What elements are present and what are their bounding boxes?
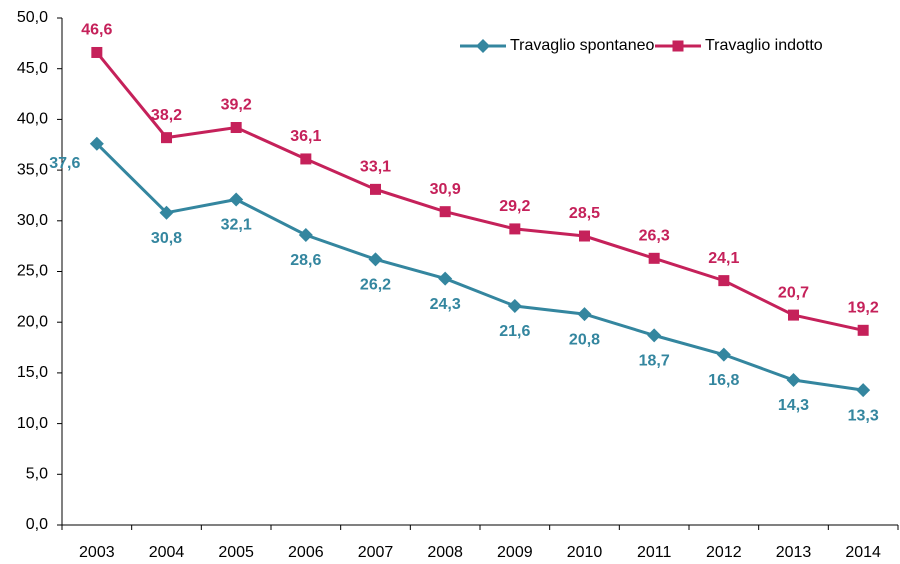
data-label: 32,1 bbox=[221, 217, 252, 234]
x-tick-label: 2013 bbox=[776, 544, 812, 561]
x-tick-label: 2014 bbox=[845, 544, 881, 561]
data-label: 39,2 bbox=[221, 97, 252, 114]
data-label: 28,6 bbox=[290, 252, 321, 269]
legend-marker bbox=[672, 40, 684, 52]
data-label: 33,1 bbox=[360, 159, 391, 176]
marker bbox=[438, 271, 453, 286]
series-line bbox=[95, 142, 864, 392]
marker bbox=[648, 252, 660, 264]
x-tick-label: 2011 bbox=[637, 544, 672, 561]
y-tick-label: 0,0 bbox=[26, 516, 48, 533]
marker bbox=[439, 206, 451, 218]
marker bbox=[577, 307, 592, 322]
data-label: 30,8 bbox=[151, 230, 182, 247]
legend-label: Travaglio indotto bbox=[705, 37, 823, 54]
x-tick-label: 2006 bbox=[288, 544, 324, 561]
x-tick-label: 2004 bbox=[149, 544, 185, 561]
marker bbox=[856, 383, 871, 398]
series-line bbox=[95, 51, 864, 332]
marker bbox=[368, 252, 383, 267]
x-tick-label: 2010 bbox=[567, 544, 603, 561]
marker bbox=[300, 153, 312, 165]
marker bbox=[161, 132, 172, 144]
y-tick-label: 30,0 bbox=[17, 212, 48, 229]
marker bbox=[370, 183, 381, 195]
marker bbox=[91, 46, 103, 58]
marker bbox=[647, 328, 662, 343]
data-label: 20,7 bbox=[778, 284, 809, 301]
data-label: 18,7 bbox=[639, 353, 670, 370]
marker bbox=[786, 372, 801, 387]
y-tick-label: 40,0 bbox=[17, 111, 48, 128]
marker bbox=[579, 230, 590, 242]
data-label: 16,8 bbox=[708, 372, 739, 389]
data-label: 37,6 bbox=[49, 155, 80, 172]
data-label: 30,9 bbox=[430, 181, 461, 198]
marker bbox=[788, 309, 799, 321]
y-tick-label: 25,0 bbox=[17, 263, 48, 280]
data-label: 24,3 bbox=[430, 296, 461, 313]
marker bbox=[230, 122, 242, 134]
data-label: 13,3 bbox=[848, 407, 879, 424]
y-tick-label: 10,0 bbox=[17, 415, 48, 432]
legend-label: Travaglio spontaneo bbox=[510, 37, 654, 54]
legend-marker bbox=[476, 39, 490, 53]
y-tick-label: 35,0 bbox=[17, 161, 48, 178]
y-tick-label: 45,0 bbox=[17, 60, 48, 77]
y-tick-label: 20,0 bbox=[17, 313, 48, 330]
data-label: 38,2 bbox=[151, 107, 182, 124]
data-label: 26,2 bbox=[360, 277, 391, 294]
y-tick-label: 50,0 bbox=[17, 9, 48, 26]
data-label: 21,6 bbox=[499, 323, 530, 340]
marker bbox=[298, 227, 313, 242]
marker bbox=[718, 275, 730, 287]
x-tick-label: 2005 bbox=[218, 544, 254, 561]
marker bbox=[159, 205, 174, 220]
marker bbox=[716, 347, 731, 362]
data-label: 14,3 bbox=[778, 397, 809, 414]
x-tick-label: 2008 bbox=[427, 544, 463, 561]
marker bbox=[509, 223, 521, 235]
y-tick-label: 15,0 bbox=[17, 364, 48, 381]
data-label: 26,3 bbox=[639, 228, 670, 245]
marker bbox=[89, 136, 104, 151]
marker bbox=[857, 324, 869, 336]
data-label: 28,5 bbox=[569, 205, 600, 222]
data-label: 29,2 bbox=[499, 198, 530, 215]
x-tick-label: 2007 bbox=[358, 544, 394, 561]
marker bbox=[229, 192, 244, 207]
data-label: 24,1 bbox=[708, 250, 739, 267]
x-tick-label: 2009 bbox=[497, 544, 533, 561]
x-tick-label: 2003 bbox=[79, 544, 115, 561]
data-label: 36,1 bbox=[290, 128, 321, 145]
data-label: 19,2 bbox=[848, 300, 879, 317]
x-tick-label: 2012 bbox=[706, 544, 742, 561]
marker bbox=[507, 298, 522, 313]
data-label: 20,8 bbox=[569, 331, 600, 348]
y-tick-label: 5,0 bbox=[26, 466, 48, 483]
data-label: 46,6 bbox=[81, 22, 112, 39]
